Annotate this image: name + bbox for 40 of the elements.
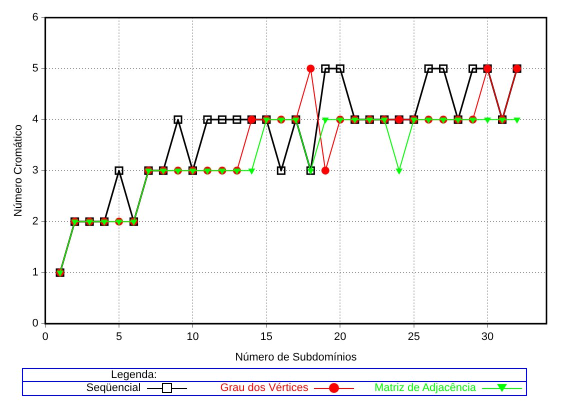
- point: [114, 166, 124, 175]
- point: [203, 115, 212, 124]
- point: [396, 168, 403, 175]
- x-tick-label: 15: [260, 331, 273, 344]
- point: [306, 166, 315, 175]
- point: [514, 118, 520, 124]
- point: [424, 64, 433, 73]
- point: [322, 118, 329, 124]
- x-tick-label: 10: [186, 331, 199, 344]
- point: [276, 166, 286, 175]
- y-tick-label: 6: [32, 12, 38, 24]
- legend-label: Matriz de Adjacência: [374, 382, 476, 394]
- y-tick-label: 0: [32, 318, 38, 330]
- x-tick-label: 5: [116, 331, 122, 344]
- point: [248, 168, 256, 175]
- x-tick-label: 30: [481, 331, 494, 344]
- point: [336, 64, 344, 73]
- point: [439, 64, 448, 73]
- point: [306, 64, 315, 73]
- legend-label: Seqüencial: [86, 382, 141, 394]
- point: [174, 115, 182, 124]
- y-tick-label: 1: [32, 266, 38, 279]
- y-tick-label: 4: [32, 114, 38, 126]
- x-tick-label: 25: [408, 331, 420, 344]
- point: [232, 115, 242, 124]
- legend-title: Legenda:: [23, 369, 526, 382]
- point: [307, 168, 314, 175]
- y-tick-label: 5: [32, 62, 38, 75]
- point: [321, 166, 330, 175]
- point: [218, 115, 226, 124]
- y-tick-label: 2: [32, 216, 38, 228]
- point: [321, 64, 330, 73]
- x-tick-label: 0: [42, 331, 48, 344]
- point: [484, 118, 491, 124]
- y-axis-title: Número Cromático: [12, 124, 25, 217]
- x-axis-title: Número de Subdomínios: [235, 351, 358, 364]
- y-tick-label: 3: [32, 164, 38, 177]
- x-tick-label: 20: [334, 331, 346, 344]
- legend-label: Grau dos Vértices: [220, 382, 308, 394]
- point: [468, 64, 478, 73]
